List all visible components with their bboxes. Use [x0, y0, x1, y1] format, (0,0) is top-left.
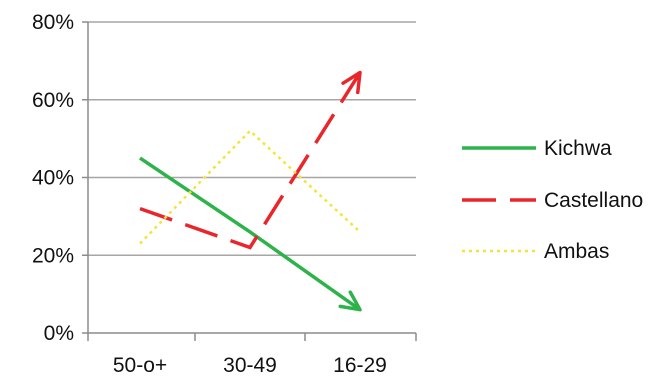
series-arrowhead — [341, 70, 362, 95]
x-tick-label: 50-o+ — [113, 354, 167, 377]
legend: Kichwa Castellano Ambas — [462, 137, 643, 263]
y-tick-label: 40% — [32, 167, 74, 190]
legend-label: Castellano — [544, 189, 643, 212]
series-ambas — [139, 129, 361, 245]
legend-item: Ambas — [462, 240, 609, 263]
series-kichwa — [139, 156, 362, 312]
y-tick-label: 80% — [32, 11, 74, 34]
x-tick-label: 16-29 — [333, 354, 387, 377]
series-line — [139, 129, 361, 245]
legend-label: Ambas — [544, 240, 609, 263]
legend-item: Kichwa — [462, 137, 612, 160]
y-tick-label: 0% — [44, 322, 74, 345]
series-line — [139, 156, 362, 312]
y-tick-label: 60% — [32, 89, 74, 112]
series-line — [139, 71, 362, 250]
series-lines — [139, 70, 362, 312]
series-arrowhead — [338, 290, 362, 312]
axes: 0% 20% 40% 60% 80% 50-o+ 30-49 16-29 — [32, 11, 417, 377]
legend-label: Kichwa — [544, 137, 612, 160]
y-tick-label: 20% — [32, 244, 74, 267]
x-tick-label: 30-49 — [223, 354, 277, 377]
series-castellano — [139, 70, 362, 250]
gridlines — [88, 21, 416, 256]
legend-item: Castellano — [462, 189, 643, 212]
